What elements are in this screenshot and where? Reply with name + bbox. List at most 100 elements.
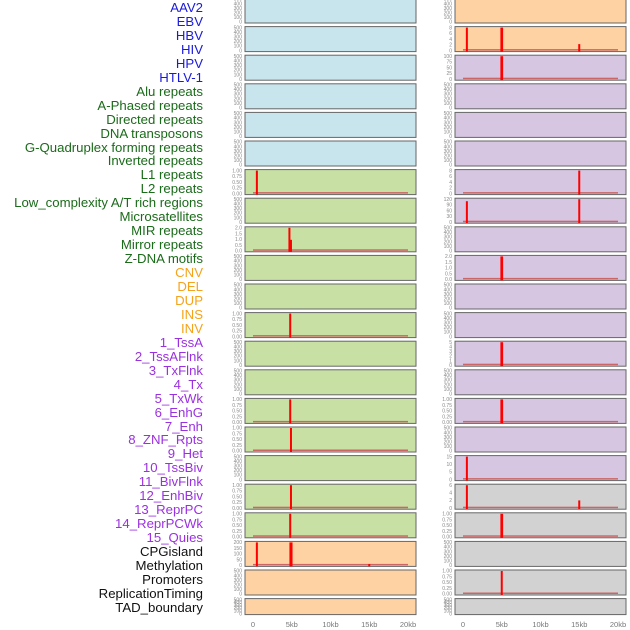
panel-background <box>244 483 417 510</box>
y-tick-label: 1.00 <box>232 426 242 432</box>
y-tick-label: 500 <box>444 283 453 289</box>
panel-background <box>454 569 627 596</box>
y-tick-label: 300 <box>234 603 243 609</box>
y-tick-label: 300 <box>444 120 453 126</box>
y-tick-label: 300 <box>444 603 453 609</box>
panel-background <box>244 540 417 567</box>
y-tick-label: 0 <box>239 611 242 617</box>
baseline <box>463 592 618 594</box>
data-bar <box>500 27 504 52</box>
y-tick-label: 100 <box>234 15 243 21</box>
track-label: HPV <box>175 55 203 71</box>
x-tick-label: 15kb <box>571 620 587 629</box>
panel-background <box>454 455 627 482</box>
y-tick-label: 0 <box>449 477 452 483</box>
y-tick-label: 0 <box>239 563 242 569</box>
y-tick-label: 500 <box>444 226 453 232</box>
y-tick-label: 0 <box>449 48 452 54</box>
y-tick-label: 500 <box>234 111 243 117</box>
y-tick-label: 100 <box>234 609 243 615</box>
y-tick-label: 0 <box>449 392 452 398</box>
y-tick-label: 300 <box>234 92 243 98</box>
panel-background <box>244 426 417 453</box>
y-tick-label: 0.50 <box>232 180 242 186</box>
y-tick-label: 50 <box>236 557 242 563</box>
y-tick-label: 0 <box>239 163 242 169</box>
y-tick-label: 100 <box>444 609 453 615</box>
panel-background <box>244 455 417 482</box>
track-label: CPGisland <box>139 544 203 560</box>
y-tick-label: 500 <box>234 254 243 260</box>
track-label: HBV <box>175 27 203 43</box>
baseline <box>463 77 618 80</box>
track-label: Z-DNA motifs <box>124 251 203 267</box>
track-label: Alu repeats <box>136 83 203 99</box>
y-tick-label: 300 <box>234 378 243 384</box>
track-label: Mirror repeats <box>120 237 203 253</box>
y-tick-label: 100 <box>234 473 243 479</box>
y-tick-label: 300 <box>444 6 453 12</box>
y-tick-label: 100 <box>444 301 453 307</box>
y-tick-label: 400 <box>234 59 243 65</box>
y-tick-label: 100 <box>234 358 243 364</box>
y-tick-label: 0.0 <box>445 277 452 283</box>
y-tick-label: 1.00 <box>442 397 452 403</box>
panel-background <box>244 569 417 596</box>
y-tick-label: 0 <box>239 592 242 598</box>
x-tick-label: 15kb <box>361 620 377 629</box>
y-tick-label: 90 <box>446 203 452 209</box>
y-tick-label: 200 <box>444 297 453 303</box>
data-bar <box>578 500 581 510</box>
track-label: Directed repeats <box>106 111 203 127</box>
y-tick-label: 500 <box>444 311 453 317</box>
y-tick-label: 200 <box>444 11 453 17</box>
panel-background <box>454 140 627 167</box>
y-tick-label: 0 <box>239 77 242 83</box>
y-tick-label: 200 <box>444 382 453 388</box>
panel-background <box>244 512 417 539</box>
y-tick-label: 500 <box>234 454 243 460</box>
track-label: 1_TssA <box>159 334 203 350</box>
y-tick-label: 0.75 <box>442 574 452 580</box>
y-tick-label: 200 <box>444 239 453 245</box>
track-label: L2 repeats <box>140 181 203 197</box>
y-tick-label: 100 <box>234 130 243 136</box>
y-tick-label: 500 <box>444 83 453 89</box>
data-bar <box>465 456 468 481</box>
y-tick-label: 500 <box>234 197 243 203</box>
track-label: 10_TssBiv <box>142 460 203 476</box>
y-tick-label: 0.25 <box>232 443 242 449</box>
y-tick-label: 300 <box>234 206 243 212</box>
track-label: DNA transposons <box>100 125 203 141</box>
baseline <box>463 420 618 423</box>
y-tick-label: 2 <box>449 43 452 49</box>
y-tick-label: 0.5 <box>235 243 242 249</box>
y-tick-label: 300 <box>444 378 453 384</box>
y-tick-label: 6 <box>449 31 452 37</box>
y-tick-label: 500 <box>444 0 453 3</box>
y-tick-label: 0.00 <box>232 191 242 197</box>
y-tick-label: 0.00 <box>232 449 242 455</box>
track-panel: 0.000.250.500.751.00 <box>232 512 417 541</box>
y-tick-label: 400 <box>234 259 243 265</box>
y-tick-label: 400 <box>444 430 453 436</box>
y-tick-label: 3 <box>449 349 452 355</box>
y-tick-label: 500 <box>234 569 243 575</box>
y-tick-label: 0.25 <box>442 414 452 420</box>
y-tick-label: 30 <box>446 214 452 220</box>
y-tick-label: 0.75 <box>232 431 242 437</box>
y-tick-label: 1.0 <box>235 237 242 243</box>
y-tick-label: 0 <box>449 134 452 140</box>
data-bar <box>289 313 292 338</box>
baseline <box>463 506 618 509</box>
y-tick-label: 0 <box>449 449 452 455</box>
track-label: TAD_boundary <box>115 599 203 615</box>
y-tick-label: 200 <box>234 125 243 131</box>
